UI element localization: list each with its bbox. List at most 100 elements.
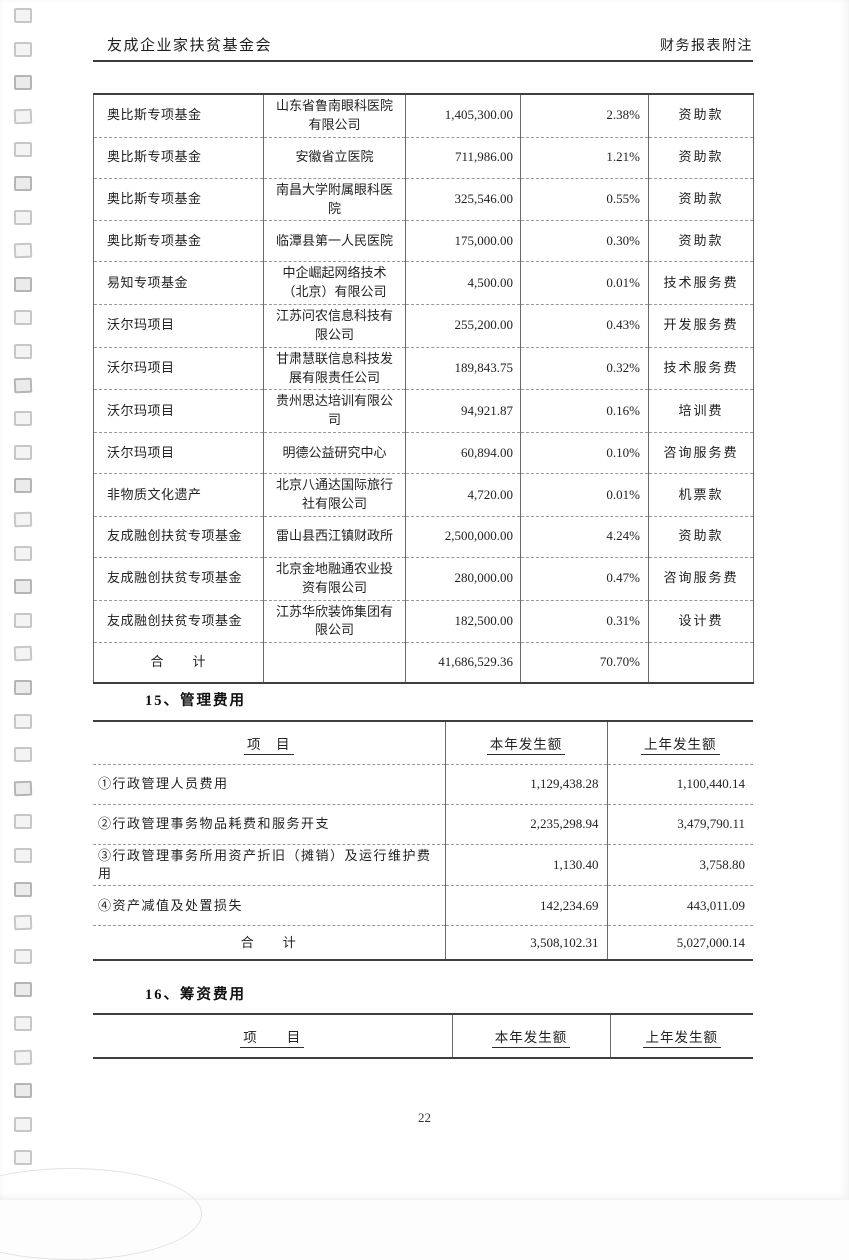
fund-cell-pct: 0.32%: [520, 346, 649, 390]
fund-cell-nature: 开发服务费: [648, 304, 754, 348]
header-prior-year: 上年发生额: [606, 721, 753, 765]
management-cell-current: 2,235,298.94: [444, 804, 607, 845]
fund-table-row: 友成融创扶贫专项基金 雷山县西江镇财政所 2,500,000.00 4.24% 资助款: [93, 515, 754, 558]
header-current-year: 本年发生额: [444, 721, 607, 765]
fund-cell-fund: 沃尔玛项目: [93, 389, 264, 433]
fund-cell-nature: 技术服务费: [648, 346, 754, 390]
fund-cell-org: 江苏华欣装饰集团有限公司: [263, 599, 406, 643]
fund-cell-org: 南昌大学附属眼科医院: [263, 177, 406, 221]
fund-cell-org: 北京金地融通农业投资有限公司: [263, 556, 406, 600]
fund-cell-pct: 0.55%: [520, 177, 649, 221]
fund-total-nature-empty: [648, 642, 754, 683]
fund-cell-fund: 易知专项基金: [93, 261, 264, 305]
fund-table-total-row: 合 计 41,686,529.36 70.70%: [93, 642, 754, 683]
section-15-title: 15、管理费用: [145, 693, 246, 709]
fund-total-org-empty: [263, 642, 406, 683]
document-header: 友成企业家扶贫基金会 财务报表附注: [93, 34, 753, 62]
fund-cell-amount: 711,986.00: [405, 136, 521, 179]
fund-cell-pct: 0.47%: [520, 556, 649, 600]
management-cell-prior: 3,479,790.11: [606, 804, 753, 845]
binding-hole: [14, 1083, 32, 1099]
fund-cell-pct: 2.38%: [520, 94, 649, 138]
fund-table-row: 非物质文化遗产 北京八通达国际旅行社有限公司 4,720.00 0.01% 机票款: [93, 473, 754, 517]
binding-hole: [14, 814, 32, 830]
management-table-header-row: 项 目 本年发生额 上年发生额: [93, 721, 753, 765]
management-cell-current: 1,130.40: [444, 843, 607, 886]
fund-cell-nature: 咨询服务费: [648, 556, 754, 600]
fund-cell-org: 江苏问农信息科技有限公司: [263, 304, 406, 348]
fund-cell-amount: 182,500.00: [405, 599, 521, 643]
fund-cell-fund: 奥比斯专项基金: [93, 220, 264, 262]
management-cell-prior: 3,758.80: [606, 843, 753, 886]
binding-hole: [13, 1049, 33, 1065]
fund-table-row: 沃尔玛项目 贵州思达培训有限公司 94,921.87 0.16% 培训费: [93, 389, 754, 433]
header-item: 项 目: [93, 1014, 452, 1058]
fund-cell-amount: 94,921.87: [405, 389, 521, 433]
fund-cell-nature: 资助款: [648, 94, 754, 138]
fund-total-amount: 41,686,529.36: [405, 642, 521, 683]
management-cell-item: ④资产减值及处置损失: [93, 885, 445, 926]
fund-cell-fund: 沃尔玛项目: [93, 304, 264, 348]
fund-cell-pct: 0.16%: [520, 389, 649, 433]
fund-cell-pct: 0.01%: [520, 473, 649, 517]
binding-hole: [14, 209, 32, 225]
fund-cell-nature: 培训费: [648, 389, 754, 433]
management-table-row: ③行政管理事务所用资产折旧（摊销）及运行维护费用 1,130.40 3,758.80: [93, 843, 753, 886]
binding-hole: [13, 108, 33, 125]
fund-cell-org: 贵州思达培训有限公司: [263, 389, 406, 433]
binding-hole: [14, 41, 32, 57]
binding-hole: [13, 377, 33, 393]
management-cell-current: 1,129,438.28: [444, 764, 607, 805]
management-cell-prior: 1,100,440.14: [606, 764, 753, 805]
binding-hole: [14, 713, 32, 729]
binding-hole: [14, 1116, 32, 1132]
fund-cell-org: 临潭县第一人民医院: [263, 220, 406, 262]
fund-cell-fund: 奥比斯专项基金: [93, 136, 264, 179]
management-total-prior: 5,027,000.14: [606, 925, 753, 960]
fund-cell-org: 中企崛起网络技术（北京）有限公司: [263, 261, 406, 305]
binding-hole: [14, 881, 32, 897]
fund-cell-fund: 友成融创扶贫专项基金: [93, 556, 264, 600]
fund-cell-org: 明德公益研究中心: [263, 432, 406, 474]
fund-cell-fund: 奥比斯专项基金: [107, 107, 202, 123]
fundraising-expense-table: 项 目 本年发生额 上年发生额: [93, 1013, 753, 1059]
fund-table-row: 奥比斯专项基金 临潭县第一人民医院 175,000.00 0.30% 资助款: [93, 220, 754, 262]
fund-cell-org: 甘肃慧联信息科技发展有限责任公司: [263, 346, 406, 390]
fund-expense-table: 奥比斯专项基金 山东省鲁南眼科医院有限公司 1,405,300.00 2.38% 资助款…: [93, 93, 754, 684]
management-table-row: ④资产减值及处置损失 142,234.69 443,011.09: [93, 885, 753, 926]
fund-cell-amount: 189,843.75: [405, 346, 521, 390]
binding-hole: [14, 8, 32, 23]
fund-table-row: 沃尔玛项目 明德公益研究中心 60,894.00 0.10% 咨询服务费: [93, 432, 754, 474]
binding-hole: [14, 411, 32, 427]
management-table-row: ②行政管理事务物品耗费和服务开支 2,235,298.94 3,479,790.11: [93, 804, 753, 845]
fund-cell-amount: 4,720.00: [405, 473, 521, 517]
binding-hole: [13, 914, 33, 931]
fund-total-label: 合 计: [93, 642, 264, 683]
binding-hole: [14, 1016, 32, 1031]
fund-cell-org: 安徽省立医院: [263, 136, 406, 179]
fund-cell-pct: 1.21%: [520, 136, 649, 179]
management-total-label: 合 计: [93, 925, 445, 960]
binding-hole: [13, 511, 33, 528]
management-total-current: 3,508,102.31: [444, 925, 607, 960]
binding-hole: [14, 982, 32, 998]
binding-hole: [14, 612, 32, 628]
fund-cell-pct: 0.01%: [520, 261, 649, 305]
fund-cell-fund: 非物质文化遗产: [93, 473, 264, 517]
fund-cell-org: 山东省鲁南眼科医院有限公司: [263, 94, 406, 138]
page-number: 22: [418, 1110, 431, 1125]
fund-cell-pct: 0.10%: [520, 432, 649, 474]
binding-hole: [14, 75, 32, 91]
fund-table-row: 友成融创扶贫专项基金 北京金地融通农业投资有限公司 280,000.00 0.47% 咨…: [93, 556, 754, 600]
fund-table-row: 奥比斯专项基金 安徽省立医院 711,986.00 1.21% 资助款: [93, 136, 754, 179]
binding-hole: [14, 310, 32, 326]
binding-hole: [14, 747, 32, 763]
doc-type-label: 财务报表附注: [660, 39, 753, 54]
management-expense-table: 项 目 本年发生额 上年发生额 ①行政管理人员费用 1,129,438.28 1,1…: [93, 720, 753, 961]
fund-cell-amount: 175,000.00: [405, 220, 521, 262]
binding-hole: [14, 848, 32, 863]
fund-total-percent: 70.70%: [520, 642, 649, 683]
fund-cell-pct: 0.43%: [520, 304, 649, 348]
fund-cell-amount: 325,546.00: [405, 177, 521, 221]
fund-cell-nature: 资助款: [648, 177, 754, 221]
